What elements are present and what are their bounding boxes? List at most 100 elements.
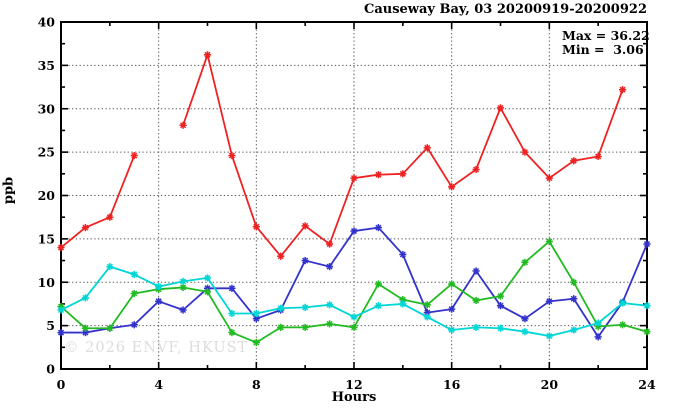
- series-blue-marker: [155, 297, 163, 305]
- series-red-marker: [618, 86, 627, 94]
- x-tick-label: 20: [541, 377, 559, 392]
- tick-labels: 0 5 10 15 20 25 30 35 40 0 4 8 12 16 20 24: [38, 15, 656, 393]
- series-red-marker: [594, 152, 602, 161]
- series-red-marker: [545, 174, 553, 182]
- series-cyan-marker: [496, 324, 505, 332]
- series-cyan-marker: [472, 323, 480, 331]
- series-cyan-marker: [594, 319, 602, 327]
- series-cyan-marker: [643, 302, 651, 310]
- series-red-marker: [374, 171, 383, 179]
- stat-max: Max = 36.22: [562, 28, 650, 43]
- y-tick-label: 25: [38, 145, 55, 160]
- y-tick-label: 30: [38, 101, 56, 116]
- x-tick-label: 12: [345, 377, 362, 392]
- watermark: © 2026 ENVF, HKUST: [64, 340, 249, 356]
- series-green-marker: [106, 324, 114, 332]
- series-cyan: [57, 263, 651, 340]
- series-cyan-marker: [399, 300, 407, 308]
- series-cyan-marker: [179, 277, 187, 285]
- series-green-marker: [350, 323, 358, 331]
- series-blue-marker: [228, 284, 236, 292]
- series-green-marker: [130, 289, 138, 298]
- series-cyan-marker: [130, 270, 138, 279]
- series-red-marker: [472, 165, 480, 174]
- series-red-marker: [130, 151, 138, 160]
- series-green-marker: [179, 283, 187, 292]
- series-cyan-marker: [423, 313, 431, 321]
- series-red-marker: [448, 183, 456, 191]
- series-red-marker: [301, 222, 309, 230]
- series-blue-marker: [399, 250, 407, 259]
- stat-box: Max = 36.22 Min = 3.06: [562, 29, 650, 57]
- series-red-marker: [81, 223, 90, 232]
- series-cyan-marker: [618, 299, 627, 307]
- series-blue-marker: [350, 227, 358, 235]
- series-blue-marker: [643, 240, 651, 248]
- series-blue-marker: [301, 256, 309, 265]
- series-blue-marker: [374, 223, 383, 232]
- axes: [60, 21, 648, 370]
- series-cyan-marker: [57, 306, 65, 314]
- series-red-marker: [252, 223, 260, 231]
- series-blue-marker: [496, 302, 505, 310]
- series-blue: [57, 223, 651, 341]
- series-blue-marker: [594, 333, 602, 341]
- series-cyan-marker: [374, 302, 383, 310]
- series-green-marker: [570, 278, 578, 286]
- series-cyan-marker: [228, 309, 236, 318]
- series-green-marker: [301, 323, 309, 331]
- series-blue-marker: [545, 297, 553, 305]
- series-red-marker: [179, 121, 187, 129]
- series-green-marker: [374, 280, 383, 288]
- series-green-marker: [228, 328, 236, 337]
- series-red-marker: [521, 148, 529, 156]
- series-cyan-marker: [155, 282, 163, 291]
- series-blue-marker: [179, 306, 187, 314]
- y-tick-label: 15: [38, 231, 55, 246]
- series-blue-marker: [448, 305, 456, 313]
- x-tick-label: 0: [57, 377, 66, 392]
- y-tick-label: 5: [46, 318, 55, 333]
- stat-min: Min = 3.06: [562, 42, 644, 57]
- series-red-marker: [228, 151, 236, 160]
- series-blue-marker: [570, 295, 578, 303]
- series-cyan-marker: [203, 274, 212, 282]
- series-red-marker: [277, 252, 285, 260]
- series-red-marker: [350, 174, 358, 182]
- series-cyan-marker: [570, 326, 578, 334]
- series-green-marker: [521, 258, 529, 266]
- series-green-marker: [277, 323, 285, 331]
- series-green: [57, 237, 651, 347]
- series-red-marker: [203, 51, 212, 59]
- series-red-marker: [399, 170, 407, 178]
- series-green-marker: [618, 321, 627, 329]
- series-cyan-marker: [106, 263, 114, 271]
- series-cyan-marker: [545, 332, 553, 340]
- y-tick-label: 10: [38, 275, 56, 290]
- series-cyan-marker: [521, 328, 529, 336]
- y-tick-label: 0: [46, 362, 55, 377]
- series-red-marker: [57, 243, 65, 252]
- series-cyan-marker: [325, 301, 334, 309]
- series-cyan-marker: [81, 294, 90, 302]
- x-tick-label: 24: [638, 377, 656, 392]
- series-blue-marker: [521, 315, 529, 323]
- series-green-marker: [203, 288, 212, 296]
- series-blue-marker: [57, 328, 65, 337]
- series-cyan-marker: [301, 303, 309, 312]
- series-blue-marker: [325, 263, 334, 271]
- series-green-marker: [423, 301, 431, 309]
- y-tick-label: 40: [38, 15, 56, 30]
- series-red: [57, 51, 627, 260]
- series-cyan-marker: [277, 304, 285, 312]
- series-red-marker: [423, 144, 431, 152]
- series-red-marker: [325, 240, 334, 248]
- series-green-marker: [252, 338, 260, 347]
- series-green-marker: [496, 292, 505, 300]
- x-tick-label: 16: [443, 377, 461, 392]
- y-tick-label: 35: [38, 58, 55, 73]
- series-blue-marker: [472, 267, 480, 275]
- x-tick-label: 4: [154, 377, 163, 392]
